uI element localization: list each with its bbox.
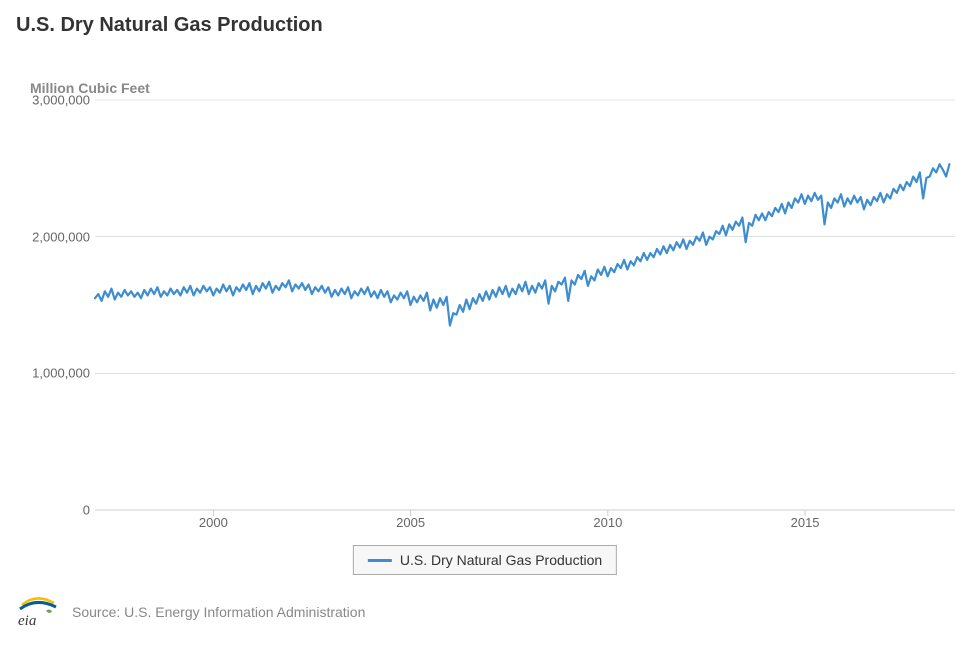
legend: U.S. Dry Natural Gas Production bbox=[353, 545, 617, 575]
source-text: Source: U.S. Energy Information Administ… bbox=[72, 604, 365, 620]
y-tick-label: 1,000,000 bbox=[10, 366, 90, 381]
x-tick-label: 2000 bbox=[199, 515, 228, 530]
y-tick-label: 2,000,000 bbox=[10, 229, 90, 244]
legend-line-swatch bbox=[368, 559, 392, 562]
x-tick-label: 2010 bbox=[593, 515, 622, 530]
data-line bbox=[95, 164, 949, 325]
x-tick-label: 2015 bbox=[791, 515, 820, 530]
y-tick-label: 0 bbox=[10, 503, 90, 518]
x-tick-marks bbox=[213, 510, 805, 516]
plot-area bbox=[95, 100, 955, 510]
x-tick-label: 2005 bbox=[396, 515, 425, 530]
y-tick-label: 3,000,000 bbox=[10, 93, 90, 108]
legend-label: U.S. Dry Natural Gas Production bbox=[400, 552, 602, 568]
eia-logo-icon: eia bbox=[16, 595, 58, 629]
gridlines bbox=[95, 100, 955, 510]
plot-svg bbox=[95, 100, 955, 510]
svg-text:eia: eia bbox=[18, 613, 36, 629]
chart-title: U.S. Dry Natural Gas Production bbox=[16, 14, 323, 37]
source-line: eia Source: U.S. Energy Information Admi… bbox=[16, 595, 365, 629]
